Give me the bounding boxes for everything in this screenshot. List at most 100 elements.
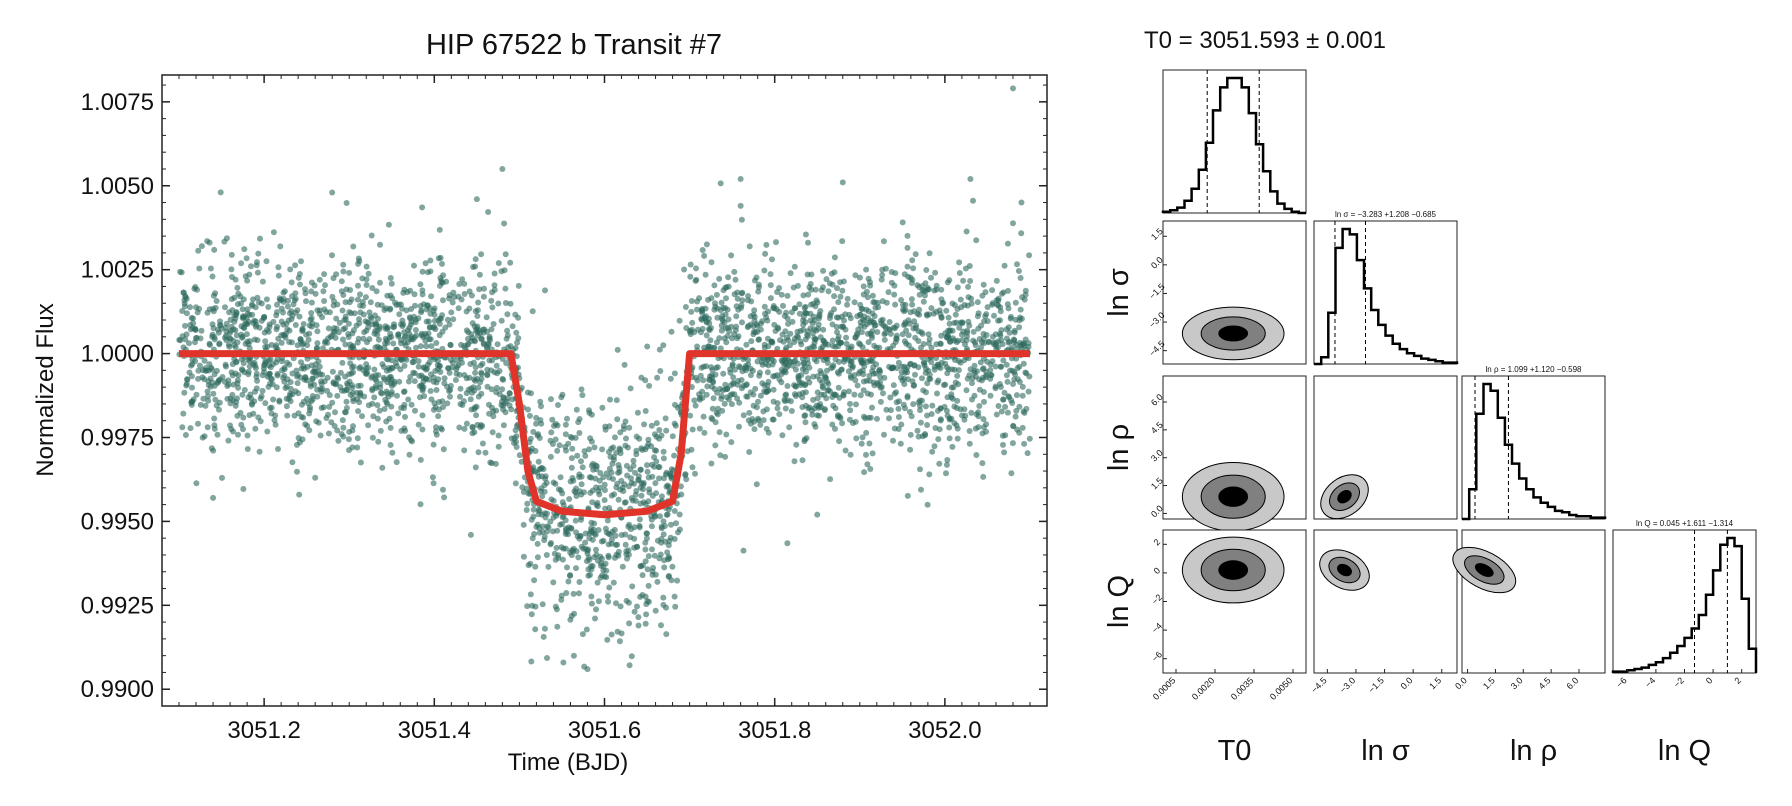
data-point (992, 363, 999, 370)
data-point (461, 447, 468, 454)
data-point (976, 403, 983, 409)
data-point (728, 401, 735, 408)
data-point (374, 301, 381, 308)
data-point (344, 387, 351, 393)
data-point (904, 376, 911, 383)
data-point (820, 384, 827, 391)
data-point (574, 452, 581, 459)
data-point (187, 425, 194, 432)
data-point (899, 219, 906, 226)
data-point (910, 401, 917, 408)
data-point (863, 377, 870, 384)
data-point (232, 276, 239, 283)
data-point (440, 486, 446, 493)
data-point (952, 357, 958, 363)
data-point (479, 360, 486, 367)
data-point (595, 557, 601, 564)
data-point (491, 270, 498, 277)
data-point (687, 261, 694, 268)
data-point (602, 560, 609, 567)
data-point (940, 299, 947, 306)
x-tick-label: 3051.4 (398, 717, 471, 744)
data-point (417, 343, 424, 350)
data-point (703, 391, 710, 398)
data-point (740, 382, 747, 389)
data-point (938, 359, 945, 366)
data-point (841, 356, 848, 363)
y-tick-label: 0.9925 (81, 592, 154, 619)
data-point (924, 312, 931, 319)
data-point (604, 636, 611, 643)
data-point (523, 507, 530, 513)
y-tick-label: 1.0000 (81, 341, 154, 368)
data-point (593, 606, 599, 613)
data-point (922, 403, 929, 410)
data-point (534, 521, 541, 528)
data-point (637, 484, 644, 491)
data-point (578, 473, 585, 480)
data-point (316, 276, 323, 283)
data-point (286, 310, 293, 317)
data-point (355, 282, 361, 289)
data-point (675, 529, 681, 536)
data-point (361, 393, 368, 400)
data-point (755, 288, 762, 295)
data-point (240, 414, 247, 421)
data-point (472, 263, 479, 270)
data-point (480, 293, 487, 300)
data-point (423, 306, 430, 313)
corner-x-tick-label: −3.0 (1338, 675, 1358, 695)
data-point (276, 295, 283, 302)
posterior-histogram-panel: ln σ = −3.283 +1.208 −0.685 (1313, 210, 1459, 366)
data-point (774, 400, 781, 407)
data-point (702, 271, 709, 278)
data-point (260, 365, 267, 372)
data-point (491, 282, 498, 289)
data-point (924, 412, 931, 419)
data-point (301, 376, 308, 383)
data-point (931, 287, 938, 294)
data-point (228, 369, 235, 376)
data-point (381, 406, 388, 412)
data-point (265, 304, 272, 310)
data-point (922, 280, 929, 287)
data-point (628, 475, 634, 482)
data-point (263, 258, 270, 265)
data-point (698, 307, 705, 313)
data-point (919, 433, 926, 440)
data-point (852, 418, 859, 425)
data-point (309, 376, 316, 382)
data-point (586, 409, 593, 416)
data-point (314, 386, 321, 393)
data-point (406, 434, 412, 441)
data-point (603, 567, 610, 574)
data-point (859, 434, 866, 441)
data-point (294, 342, 301, 349)
data-point (383, 388, 390, 395)
data-point (492, 460, 499, 467)
data-point (660, 455, 667, 462)
data-point (956, 324, 963, 331)
data-point (457, 385, 464, 392)
data-point (428, 343, 435, 350)
data-point (342, 299, 349, 306)
data-point (493, 384, 500, 391)
data-point (362, 370, 369, 377)
data-point (942, 381, 949, 388)
data-point (809, 411, 816, 418)
data-point (394, 355, 400, 362)
data-point (296, 491, 303, 498)
data-point (908, 296, 915, 303)
data-point (639, 572, 646, 579)
data-point (975, 310, 982, 317)
data-point (423, 343, 430, 350)
data-point (633, 488, 640, 494)
data-point (943, 307, 950, 314)
data-point (970, 328, 977, 335)
data-point (595, 527, 602, 533)
data-point (796, 301, 803, 308)
data-point (325, 325, 332, 332)
data-point (551, 422, 557, 429)
data-point (601, 487, 608, 494)
data-point (553, 606, 560, 613)
